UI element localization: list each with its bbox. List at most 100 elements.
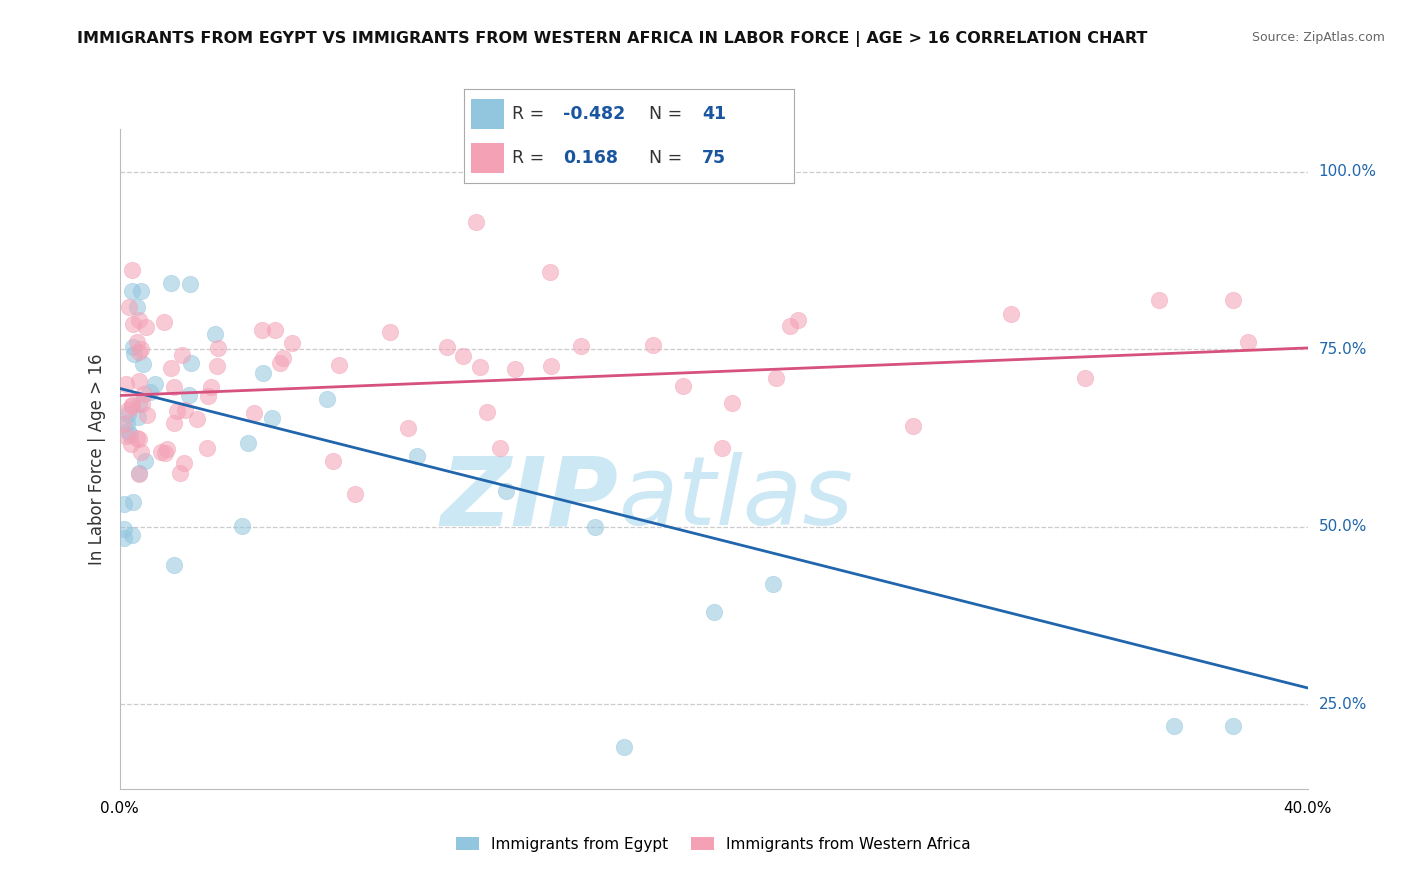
Point [540, 359, 562, 374]
Point [453, 349, 475, 363]
Bar [471, 98, 503, 129]
Text: 75.0%: 75.0% [1319, 342, 1367, 357]
Point [169, 466, 191, 480]
Point [153, 315, 176, 329]
Point [121, 285, 143, 299]
Point [131, 397, 153, 411]
Point [150, 445, 173, 459]
Point [316, 392, 339, 406]
Point [173, 403, 195, 417]
Point [128, 345, 150, 359]
Point [901, 419, 924, 434]
Point [503, 361, 526, 376]
Point [128, 312, 150, 326]
Point [207, 341, 229, 355]
Point [1000, 307, 1022, 321]
Point [120, 437, 142, 451]
Point [125, 300, 148, 314]
Point [464, 214, 486, 228]
Point [121, 398, 143, 412]
Point [115, 416, 138, 430]
Point [162, 416, 184, 430]
Point [135, 319, 157, 334]
Point [122, 346, 145, 360]
Point [122, 495, 145, 509]
Point [114, 428, 136, 442]
Point [159, 360, 181, 375]
Point [121, 262, 143, 277]
Text: R =: R = [512, 105, 550, 123]
Point [173, 456, 195, 470]
Text: Source: ZipAtlas.com: Source: ZipAtlas.com [1251, 31, 1385, 45]
Point [252, 323, 274, 337]
Text: -0.482: -0.482 [562, 105, 626, 123]
Text: 41: 41 [702, 105, 725, 123]
Point [710, 442, 733, 456]
Point [186, 412, 208, 426]
Point [139, 384, 162, 399]
Point [1222, 293, 1244, 307]
Point [179, 388, 201, 402]
Point [405, 449, 427, 463]
Point [117, 403, 139, 417]
Point [786, 313, 808, 327]
Text: 100.0%: 100.0% [1319, 164, 1376, 179]
Point [197, 389, 219, 403]
Point [702, 605, 725, 619]
Point [269, 355, 291, 369]
Point [204, 327, 226, 342]
Point [132, 387, 155, 401]
Point [1074, 371, 1097, 385]
Point [132, 357, 155, 371]
Point [122, 340, 145, 354]
Text: ZIP: ZIP [440, 452, 619, 546]
Point [160, 277, 183, 291]
Point [1163, 718, 1185, 732]
Bar [471, 143, 503, 173]
Text: 75: 75 [702, 149, 725, 167]
Point [672, 378, 695, 392]
Point [271, 351, 294, 365]
Point [205, 359, 228, 373]
Point [112, 522, 135, 536]
Point [489, 441, 512, 455]
Point [328, 358, 350, 372]
Point [122, 318, 145, 332]
Point [134, 454, 156, 468]
Point [135, 408, 157, 422]
Point [280, 336, 302, 351]
Point [143, 376, 166, 391]
Point [641, 337, 664, 351]
Point [170, 348, 193, 362]
Point [115, 377, 138, 392]
Point [720, 395, 742, 409]
Point [120, 428, 142, 442]
Point [162, 558, 184, 572]
Point [128, 467, 150, 482]
Point [378, 325, 401, 339]
Point [127, 410, 149, 425]
Point [468, 359, 491, 374]
Text: 50.0%: 50.0% [1319, 519, 1367, 534]
Point [112, 497, 135, 511]
Point [112, 417, 135, 431]
Point [538, 264, 561, 278]
Point [260, 410, 283, 425]
Point [1147, 293, 1170, 307]
Point [343, 487, 366, 501]
Point [1237, 335, 1260, 350]
Text: IMMIGRANTS FROM EGYPT VS IMMIGRANTS FROM WESTERN AFRICA IN LABOR FORCE | AGE > 1: IMMIGRANTS FROM EGYPT VS IMMIGRANTS FROM… [77, 31, 1147, 47]
Point [125, 431, 148, 445]
Point [180, 356, 202, 370]
Point [118, 300, 141, 314]
Point [238, 436, 260, 450]
Point [179, 277, 201, 292]
Point [398, 420, 420, 434]
Point [322, 454, 344, 468]
Point [163, 380, 186, 394]
Point [765, 371, 787, 385]
Point [495, 484, 517, 499]
Point [117, 425, 139, 439]
Point [264, 323, 287, 337]
Point [231, 518, 253, 533]
